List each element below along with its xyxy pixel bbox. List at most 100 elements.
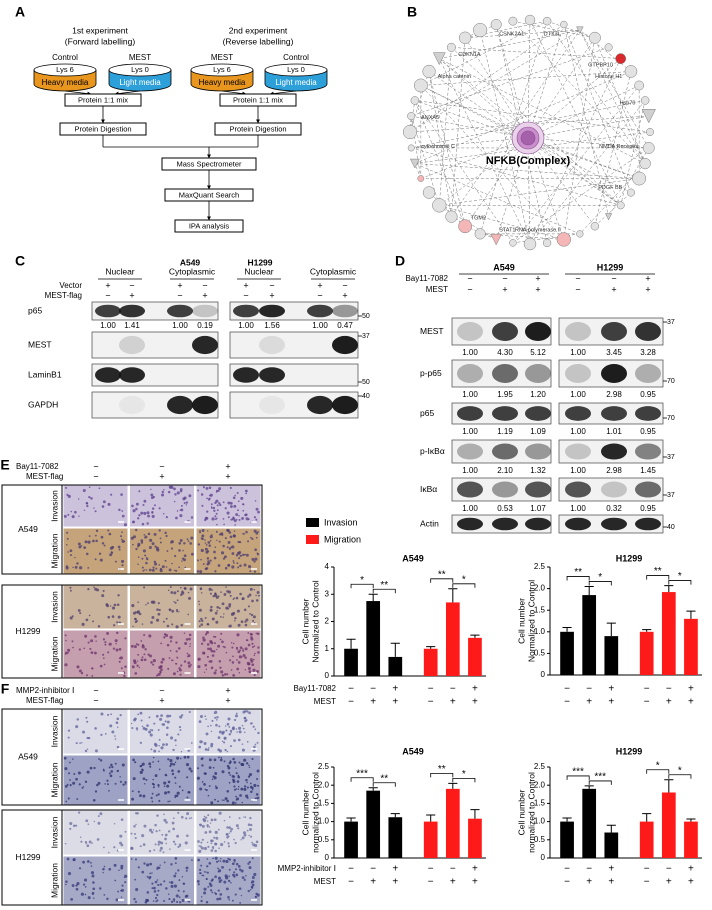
quantification: 1.00 bbox=[462, 348, 478, 357]
cell-stain bbox=[116, 745, 120, 749]
cell-stain bbox=[245, 794, 249, 798]
cell-stain bbox=[123, 674, 126, 678]
cell-stain bbox=[149, 538, 153, 542]
quantification: 1.00 bbox=[100, 321, 116, 330]
cell-stain bbox=[148, 634, 152, 638]
cell-stain bbox=[220, 670, 224, 674]
treatment-sign: − bbox=[586, 684, 592, 695]
network-node-label: TGM2 bbox=[471, 215, 486, 221]
cell-stain bbox=[155, 618, 160, 622]
treatment-sign: − bbox=[159, 685, 164, 695]
blot-band bbox=[525, 406, 551, 421]
cell-stain bbox=[145, 557, 149, 561]
cell-stain bbox=[94, 727, 97, 730]
cell-stain bbox=[165, 566, 168, 568]
cell-stain bbox=[69, 589, 72, 592]
bar bbox=[639, 821, 654, 858]
cell-stain bbox=[133, 645, 137, 649]
cell-stain bbox=[175, 894, 179, 898]
cell-stain bbox=[225, 859, 229, 864]
cell-stain bbox=[157, 672, 161, 676]
panel-letter: D bbox=[395, 253, 405, 269]
cell-stain bbox=[157, 883, 160, 887]
y-tick-label: 0 bbox=[325, 671, 330, 680]
cell-stain bbox=[102, 657, 105, 659]
cell-stain bbox=[241, 724, 244, 727]
cell-stain bbox=[135, 547, 138, 551]
cell-stain bbox=[202, 486, 205, 489]
cell-stain bbox=[151, 542, 155, 546]
treatment-sign: − bbox=[93, 685, 98, 695]
network-edge bbox=[420, 20, 548, 86]
cell-stain bbox=[150, 796, 153, 800]
cell-stain bbox=[209, 889, 213, 892]
network-edge bbox=[428, 71, 466, 227]
cell-stain bbox=[67, 736, 70, 739]
cell-stain bbox=[111, 615, 115, 618]
cell-stain bbox=[230, 518, 233, 521]
cell-stain bbox=[224, 797, 228, 801]
cell-stain bbox=[242, 532, 245, 535]
error-bar bbox=[470, 634, 480, 638]
blot-band bbox=[601, 322, 627, 341]
network-node bbox=[473, 23, 488, 38]
cell-stain bbox=[77, 498, 80, 500]
cell-stain bbox=[210, 849, 214, 852]
blot-label: MEST bbox=[420, 326, 444, 336]
cell-stain bbox=[148, 545, 152, 549]
cell-stain bbox=[150, 621, 153, 624]
quantification: 1.00 bbox=[238, 321, 254, 330]
cell-stain bbox=[132, 611, 136, 615]
cell-stain bbox=[150, 831, 154, 834]
cell-stain bbox=[81, 742, 83, 744]
cell-stain bbox=[91, 674, 94, 677]
cell-stain bbox=[214, 570, 217, 573]
quantification: 5.12 bbox=[530, 348, 546, 357]
cell-stain bbox=[227, 845, 231, 848]
cell-stain bbox=[74, 556, 76, 559]
flow-box bbox=[174, 219, 244, 233]
cell-stain bbox=[134, 672, 138, 675]
blot-band bbox=[192, 395, 218, 415]
cell-stain bbox=[108, 642, 112, 646]
cell-stain bbox=[222, 544, 225, 548]
cell-stain bbox=[198, 603, 201, 606]
micrograph bbox=[129, 754, 195, 806]
cell-stain bbox=[245, 762, 249, 765]
cell-stain bbox=[117, 615, 121, 619]
cell-stain bbox=[236, 551, 240, 556]
cell-stain bbox=[86, 770, 90, 774]
cell-stain bbox=[229, 745, 233, 748]
cell-stain bbox=[142, 504, 145, 507]
cell-stain bbox=[80, 840, 83, 843]
dish-top bbox=[33, 63, 97, 77]
cell-stain bbox=[253, 516, 256, 519]
cell-stain bbox=[142, 549, 146, 553]
blot-band bbox=[635, 443, 661, 460]
cell-stain bbox=[176, 599, 179, 602]
cell-stain bbox=[228, 868, 231, 871]
cell-stain bbox=[177, 770, 181, 773]
cell-stain bbox=[236, 648, 238, 651]
cell-stain bbox=[214, 592, 217, 596]
cell-stain bbox=[181, 898, 185, 902]
cell-stain bbox=[149, 862, 153, 866]
cell-stain bbox=[164, 837, 167, 841]
network-node bbox=[509, 239, 517, 247]
cell-stain bbox=[90, 639, 94, 643]
cell-stain bbox=[232, 642, 235, 645]
cell-stain bbox=[93, 766, 96, 770]
network-edge bbox=[529, 19, 621, 206]
cell-stain bbox=[241, 553, 245, 557]
blot-band bbox=[492, 443, 518, 460]
network-edge bbox=[563, 37, 596, 240]
cell-stain bbox=[236, 797, 240, 801]
cell-stain bbox=[64, 634, 67, 637]
micrograph bbox=[129, 855, 195, 906]
quantification: 1.20 bbox=[530, 390, 546, 399]
cell-stain bbox=[168, 714, 172, 718]
cell-stain bbox=[215, 620, 219, 624]
y-tick-label: 0.5 bbox=[534, 835, 546, 844]
cell-stain bbox=[187, 540, 190, 542]
bar bbox=[604, 832, 619, 858]
